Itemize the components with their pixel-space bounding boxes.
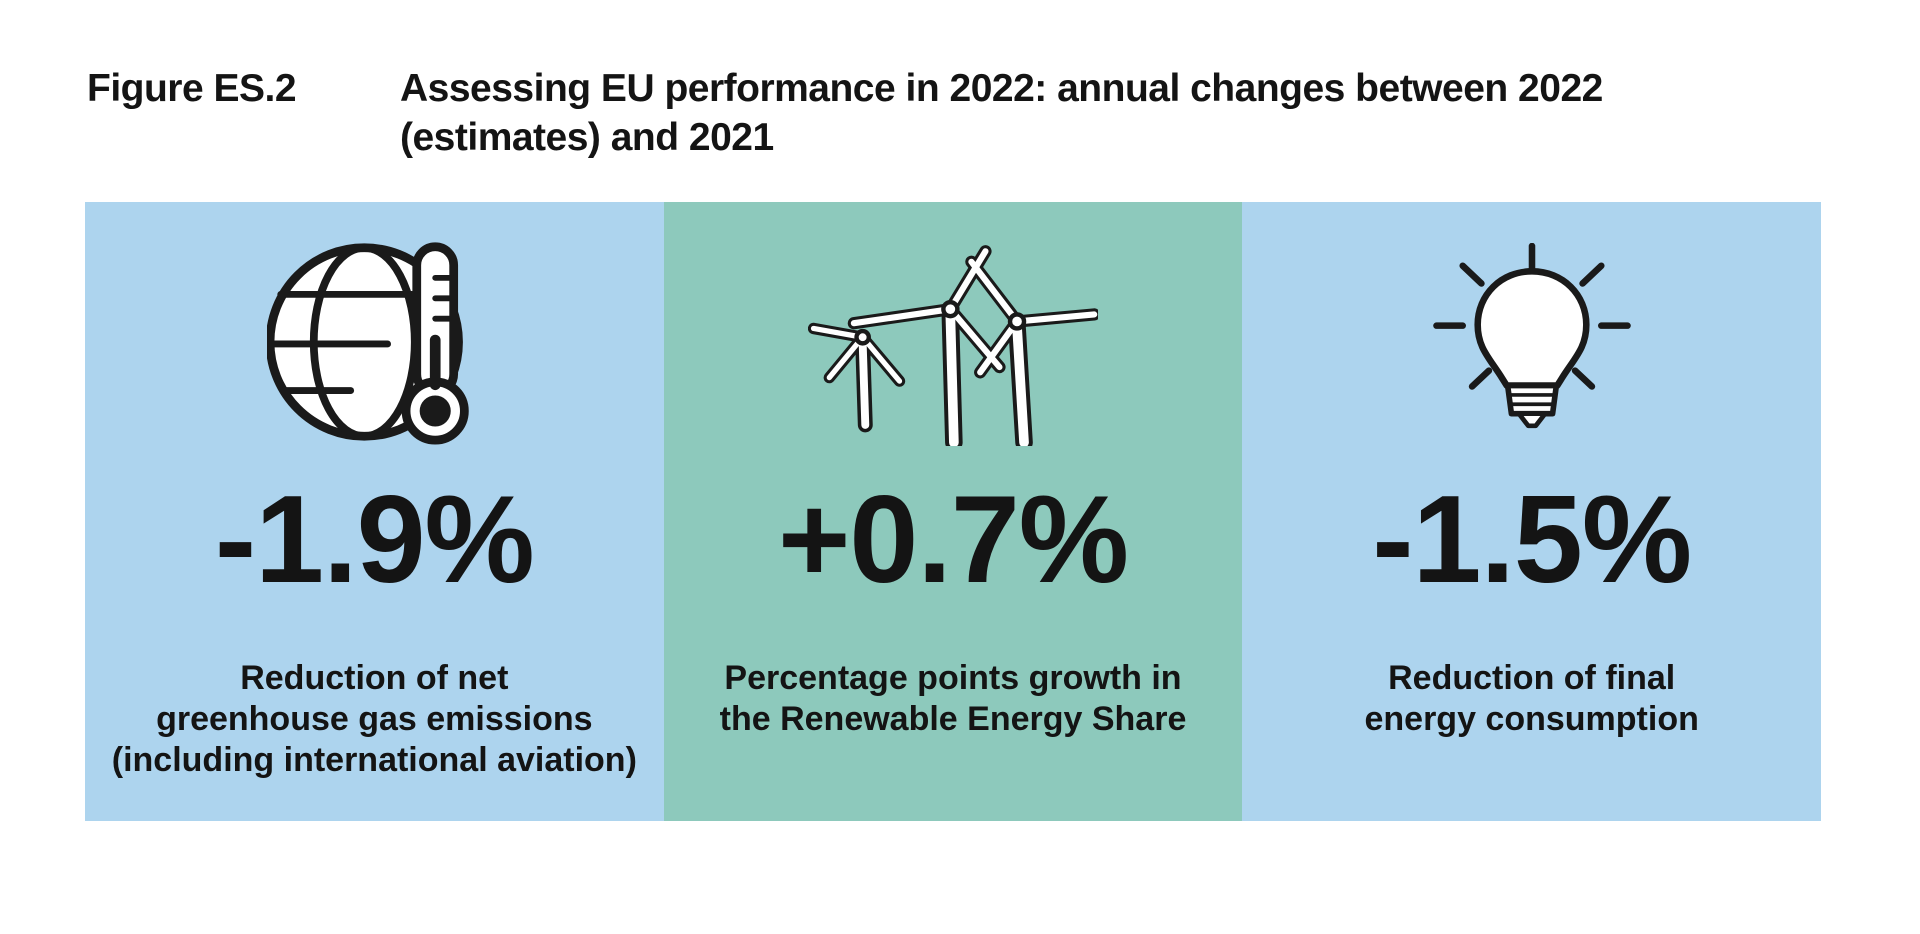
panel-energy-consumption: -1.5% Reduction of final energy consumpt…: [1242, 202, 1822, 821]
kpi-value: -1.5%: [1372, 471, 1692, 609]
figure-label: Figure ES.2: [87, 67, 297, 110]
kpi-value: -1.9%: [214, 471, 535, 609]
figure-title: Assessing EU performance in 2022: annual…: [400, 67, 1603, 159]
figure-header: Figure ES.2 Assessing EU performance in …: [87, 64, 1770, 162]
panel-icon-wrap: [267, 226, 481, 458]
panel-renewable-energy: +0.7% Percentage points growth in the Re…: [663, 202, 1243, 821]
wind-turbines-icon: [808, 244, 1098, 446]
caption-line: the Renewable Energy Share: [719, 700, 1187, 738]
caption-line: Reduction of final: [1388, 659, 1676, 697]
caption-line: Reduction of net: [240, 659, 509, 697]
kpi-caption: Reduction of final energy consumption: [1364, 658, 1698, 740]
panel-icon-wrap: [808, 226, 1098, 458]
caption-line: energy consumption: [1364, 700, 1699, 738]
kpi-value: +0.7%: [777, 471, 1129, 609]
kpi-caption: Reduction of net greenhouse gas emission…: [112, 658, 637, 781]
caption-line: Percentage points growth in: [724, 659, 1182, 697]
kpi-caption: Percentage points growth in the Renewabl…: [720, 658, 1187, 740]
globe-thermometer-icon: [267, 242, 470, 445]
panel-ghg-emissions: -1.9% Reduction of net greenhouse gas em…: [85, 202, 664, 821]
panel-icon-wrap: [1429, 226, 1635, 458]
lightbulb-icon: [1432, 242, 1631, 428]
kpi-panels: -1.9% Reduction of net greenhouse gas em…: [85, 202, 1822, 821]
caption-line: (including international aviation): [111, 741, 637, 779]
caption-line: greenhouse gas emissions: [156, 700, 593, 738]
